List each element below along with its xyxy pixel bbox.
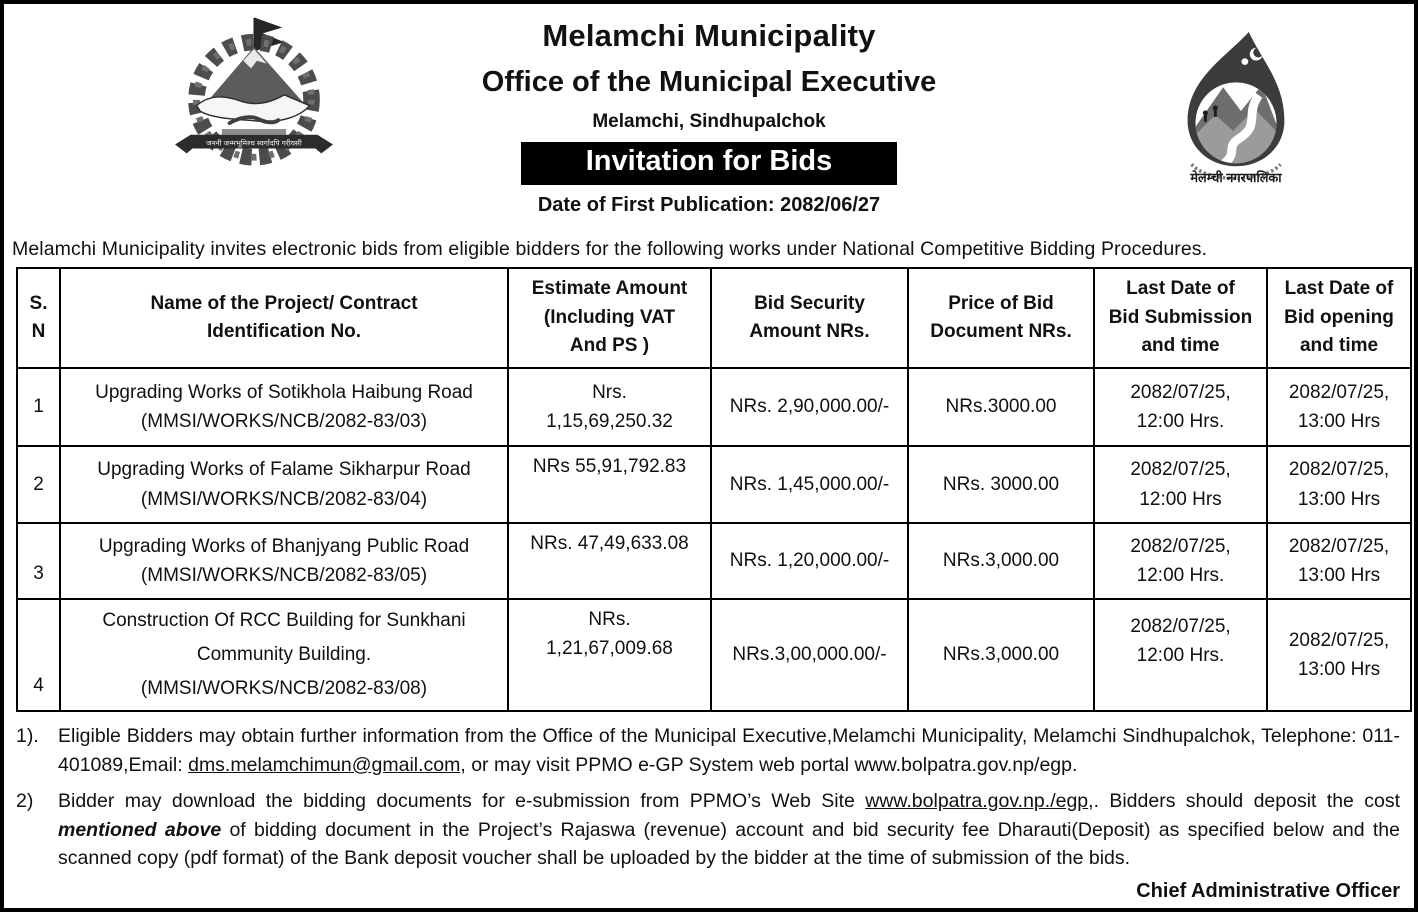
page-title: Melamchi Municipality: [542, 18, 876, 53]
motto-ribbon: [175, 134, 333, 154]
note-number: 2): [16, 789, 34, 812]
cell-submission: 2082/07/25, 12:00 Hrs.: [1093, 598, 1268, 712]
cell-estimate: Nrs. 1,15,69,250.32: [507, 367, 712, 447]
table-row: 4 Construction Of RCC Building for Sunkha…: [16, 598, 1412, 712]
person-figure: [1212, 105, 1218, 111]
header-row: S. N Name of the Project/ Contract Identi…: [16, 267, 1412, 369]
note-text-segment: ,. Bidders should deposit the cost: [1088, 789, 1400, 812]
note-text-segment: Eligible Bidders may obtain further info…: [58, 725, 1400, 776]
river-shape: [1220, 92, 1263, 164]
column-header: Price of Bid Document NRs.: [907, 267, 1095, 369]
moon-icon: [1249, 47, 1263, 61]
person-figure-body: [1203, 114, 1207, 122]
person-figure-body: [1213, 109, 1217, 117]
note-text: Eligible Bidders may obtain further info…: [58, 722, 1400, 780]
bids-table: S. N Name of the Project/ Contract Identi…: [16, 267, 1412, 712]
note-text-bolditalic: mentioned above: [58, 818, 222, 841]
table-head: S. N Name of the Project/ Contract Identi…: [16, 267, 1412, 369]
note-text-segment: Bidder may download the bidding document…: [58, 789, 866, 812]
mountain-snow: [243, 49, 267, 69]
cell-security: NRs.3,00,000.00/-: [710, 598, 909, 712]
note-text-segment: of bidding document in the Project’s Raj…: [58, 818, 1400, 870]
municipality-caption: मेलम्ची नगरपालिका: [1189, 170, 1282, 185]
mountain-shape: [202, 47, 308, 108]
cell-sn: 1: [16, 367, 61, 447]
column-header: S. N: [16, 267, 61, 369]
cell-opening: 2082/07/25, 13:00 Hrs: [1266, 367, 1412, 447]
cell-estimate: NRs. 47,49,633.08: [507, 522, 712, 600]
cell-price: NRs.3,000.00: [907, 598, 1095, 712]
note-1: 1). Eligible Bidders may obtain further …: [16, 722, 1400, 780]
column-header: Name of the Project/ Contract Identifica…: [59, 267, 509, 369]
cell-security: NRs. 2,90,000.00/-: [710, 367, 909, 447]
column-header: Estimate Amount (Including VAT And PS ): [507, 267, 712, 369]
sun-icon: [1241, 58, 1249, 65]
publication-date: Date of First Publication: 2082/06/27: [537, 194, 881, 216]
cell-sn: 3: [16, 522, 61, 600]
cell-estimate: NRs. 1,21,67,009.68: [507, 598, 712, 712]
person-figure: [1202, 110, 1208, 116]
cell-name: Upgrading Works of Bhanjyang Public Road…: [59, 522, 509, 600]
cell-submission: 2082/07/25, 12:00 Hrs.: [1093, 367, 1268, 447]
cell-sn: 2: [16, 445, 61, 524]
arc-script-decoration: [1190, 163, 1282, 181]
intro-paragraph: Melamchi Municipality invites electronic…: [12, 238, 1208, 260]
table-row: 2 Upgrading Works of Falame Sikharpur Roa…: [16, 445, 1412, 524]
table-body: 1 Upgrading Works of Sotikhola Haibung Ro…: [16, 367, 1412, 712]
table-row: 3 Upgrading Works of Bhanjyang Public Roa…: [16, 522, 1412, 600]
cell-submission: 2082/07/25, 12:00 Hrs: [1093, 445, 1268, 524]
column-header: Last Date of Bid opening and time: [1266, 267, 1412, 369]
signature-line: Chief Administrative Officer: [1136, 880, 1400, 903]
notes-section: 1). Eligible Bidders may obtain further …: [16, 722, 1400, 873]
cell-submission: 2082/07/25, 12:00 Hrs.: [1093, 522, 1268, 600]
note-2: 2) Bidder may download the bidding docum…: [16, 787, 1400, 874]
cell-name: Construction Of RCC Building for Sunkhan…: [59, 598, 509, 712]
cell-security: NRs. 1,45,000.00/-: [710, 445, 909, 524]
table-row: 1 Upgrading Works of Sotikhola Haibung Ro…: [16, 367, 1412, 447]
note-text-underline: dms.melamchimun@gmail.com: [188, 753, 461, 776]
column-header: Last Date of Bid Submission and time: [1093, 267, 1268, 369]
header-text-block: Melamchi Municipality Office of the Muni…: [4, 4, 1414, 217]
location-line: Melamchi, Sindhupalchok: [592, 111, 826, 132]
cell-opening: 2082/07/25, 13:00 Hrs: [1266, 598, 1412, 712]
cell-price: NRs.3,000.00: [907, 522, 1095, 600]
ground-shape: [221, 128, 287, 135]
nepal-government-emblem-logo: जननी जन्मभूमिश्च स्वर्गादपि गरीयसी: [175, 17, 333, 166]
note-text-underline: www.bolpatra.gov.np./egp: [865, 789, 1089, 812]
melamchi-municipality-logo: मेलम्ची नगरपालिका: [1187, 31, 1285, 185]
column-header: Bid Security Amount NRs.: [710, 267, 909, 369]
cell-price: NRs.3000.00: [907, 367, 1095, 447]
document-header: जननी जन्मभूमिश्च स्वर्गादपि गरीयसी Melam…: [4, 4, 1414, 236]
cell-sn: 4: [16, 598, 61, 712]
cell-estimate: NRs 55,91,792.83: [507, 445, 712, 524]
wreath-highlights: [193, 38, 315, 161]
cell-price: NRs. 3000.00: [907, 445, 1095, 524]
cell-opening: 2082/07/25, 13:00 Hrs: [1266, 445, 1412, 524]
office-subtitle: Office of the Municipal Executive: [481, 66, 937, 98]
note-number: 1).: [16, 725, 39, 747]
invitation-banner: Invitation for Bids: [521, 142, 897, 185]
handshake-icon: [227, 115, 281, 126]
cell-opening: 2082/07/25, 13:00 Hrs: [1266, 522, 1412, 600]
motto-text: जननी जन्मभूमिश्च स्वर्गादपि गरीयसी: [206, 139, 302, 148]
cell-name: Upgrading Works of Falame Sikharpur Road…: [59, 445, 509, 524]
cell-security: NRs. 1,20,000.00/-: [710, 522, 909, 600]
banner-wrap: Invitation for Bids: [4, 142, 1414, 185]
note-text-segment: , or may visit PPMO e-GP System web port…: [460, 753, 1078, 776]
cell-name: Upgrading Works of Sotikhola Haibung Roa…: [59, 367, 509, 447]
note-text: Bidder may download the bidding document…: [58, 787, 1400, 874]
